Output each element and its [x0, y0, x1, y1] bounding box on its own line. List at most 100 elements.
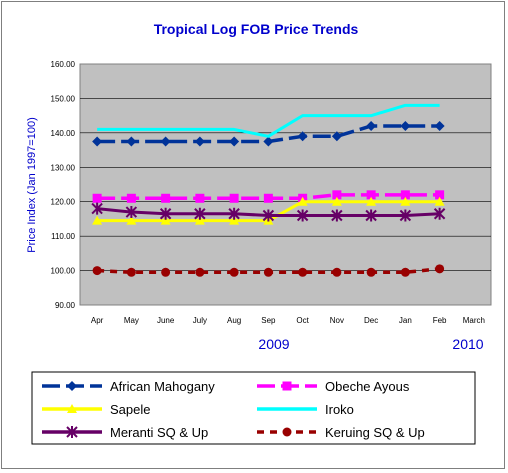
data-point [434, 120, 445, 131]
data-point [161, 193, 171, 203]
y-axis-label: Price Index (Jan 1997=100) [26, 117, 38, 252]
data-point [332, 190, 342, 200]
legend-label: Meranti SQ & Up [110, 425, 208, 440]
x-tick-label: Sep [261, 316, 276, 325]
x-tick-label: Jan [399, 316, 412, 325]
y-tick-label: 90.00 [55, 301, 76, 310]
legend-label: Obeche Ayous [325, 379, 410, 394]
x-tick-label: Apr [91, 316, 104, 325]
data-point [263, 193, 273, 203]
legend-item: Obeche Ayous [257, 379, 410, 394]
legend-item: Meranti SQ & Up [42, 425, 208, 440]
data-point [126, 136, 137, 147]
data-point [194, 207, 206, 220]
data-point [298, 267, 308, 277]
series-1 [92, 190, 445, 203]
legend-item: African Mahogany [42, 379, 215, 394]
data-point [126, 267, 136, 277]
legend-marker [282, 427, 292, 437]
data-point [160, 215, 171, 225]
plot-area [79, 63, 492, 306]
legend-label: African Mahogany [110, 379, 215, 394]
legend-item: Keruing SQ & Up [257, 425, 425, 440]
x-tick-label: Aug [227, 316, 241, 325]
x-tick-label: July [193, 316, 207, 325]
x-tick-label: Feb [433, 316, 447, 325]
y-tick-label: 120.00 [51, 198, 76, 207]
data-point [331, 209, 343, 222]
legend-label: Sapele [110, 402, 150, 417]
data-point [161, 267, 171, 277]
data-point [366, 267, 376, 277]
legend-item: Iroko [257, 402, 354, 417]
data-point [435, 190, 445, 200]
x-tick-label: March [463, 316, 485, 325]
chart-svg: Tropical Log FOB Price Trends Price Inde… [26, 21, 492, 445]
data-point [92, 193, 102, 203]
data-point [228, 207, 240, 220]
data-point [159, 207, 172, 220]
data-point [126, 193, 136, 203]
data-point [194, 215, 205, 225]
data-point [263, 267, 273, 277]
data-point [433, 207, 446, 220]
data-point [366, 190, 376, 200]
data-point [229, 267, 239, 277]
legend-marker [282, 381, 292, 391]
data-point [263, 136, 274, 147]
data-point [331, 196, 342, 206]
x-tick-label: May [124, 316, 139, 325]
data-point [400, 190, 410, 200]
data-point [365, 209, 377, 222]
series-5 [92, 264, 445, 277]
data-point [229, 136, 240, 147]
series-0 [92, 120, 445, 147]
series-line [97, 103, 440, 138]
year-label-2010: 2010 [452, 336, 483, 352]
data-point [400, 196, 411, 206]
series-3 [97, 103, 440, 138]
legend-item: Sapele [42, 402, 150, 417]
data-point [400, 120, 411, 131]
data-point [366, 196, 377, 206]
data-point [332, 267, 342, 277]
chart-title: Tropical Log FOB Price Trends [154, 21, 359, 37]
y-tick-label: 140.00 [51, 129, 76, 138]
legend-label: Iroko [325, 402, 354, 417]
y-tick-label: 150.00 [51, 94, 76, 103]
data-point [195, 267, 205, 277]
data-point [92, 215, 103, 225]
legend-items: African Mahogany Obeche Ayous Sapele Iroko M… [42, 379, 425, 440]
data-point [297, 196, 308, 206]
data-point [195, 193, 205, 203]
data-point [400, 267, 410, 277]
y-tick-label: 160.00 [51, 60, 76, 69]
data-point [160, 136, 171, 147]
data-point [296, 209, 309, 222]
data-point [399, 209, 412, 222]
y-tick-label: 130.00 [51, 163, 76, 172]
legend-marker [67, 381, 77, 391]
data-point [434, 196, 445, 206]
y-tick-labels: 90.00 100.00 110.00 120.00 130.00 140.00 150.0… [51, 60, 76, 310]
data-point [92, 136, 103, 147]
x-tick-label: Dec [364, 316, 378, 325]
y-tick-label: 100.00 [51, 267, 76, 276]
x-tick-label: Nov [330, 316, 344, 325]
data-point [229, 193, 239, 203]
data-point [194, 136, 205, 147]
data-point [297, 131, 308, 142]
data-point [125, 206, 138, 219]
x-tick-labels: Apr May June July Aug Sep Oct Nov Dec Jan Feb March [91, 316, 485, 325]
data-point [91, 202, 103, 215]
y-tick-label: 110.00 [51, 232, 75, 241]
data-point [435, 264, 445, 274]
legend-marker [66, 426, 78, 438]
data-point [331, 131, 342, 142]
x-tick-label: Oct [296, 316, 309, 325]
series-layer [91, 103, 446, 277]
data-point [229, 215, 240, 225]
legend-label: Keruing SQ & Up [325, 425, 425, 440]
year-label-2009: 2009 [258, 336, 289, 352]
